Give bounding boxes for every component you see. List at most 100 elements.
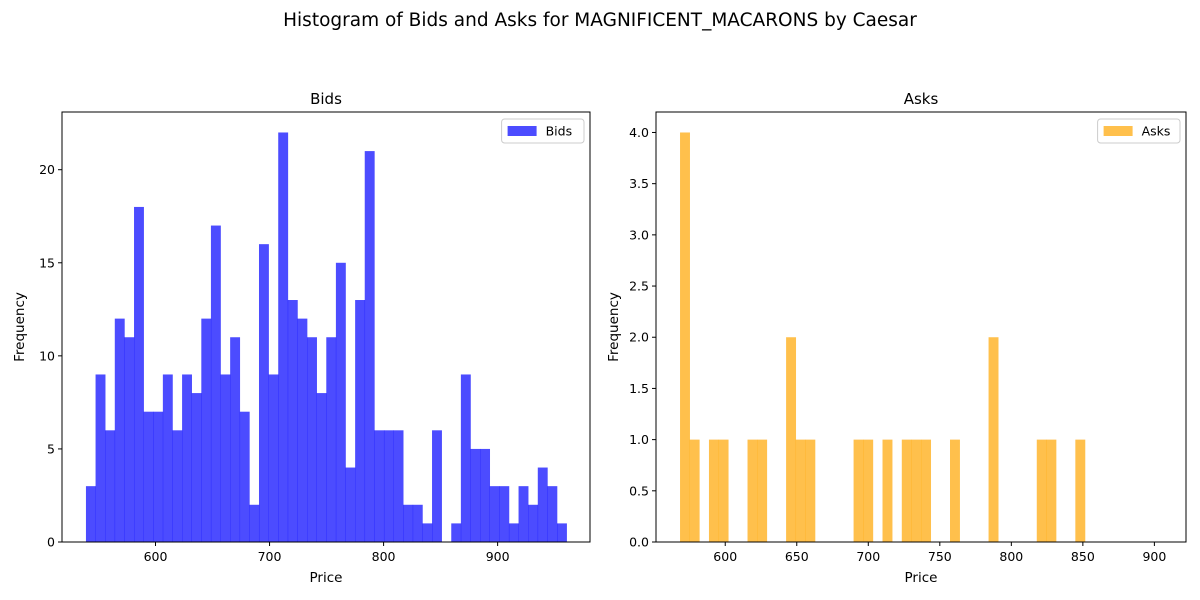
bids-bar [422,523,433,542]
asks-bar [708,439,719,542]
bids-bar [191,393,202,542]
asks-y-axis-label: Frequency [606,292,622,362]
bids-bar [345,467,356,542]
bids-bar [508,523,519,542]
asks-y-tick-label: 2.0 [629,330,649,345]
asks-x-tick-label: 850 [1071,549,1095,564]
asks-x-tick-label: 700 [856,549,880,564]
asks-x-tick-label: 900 [1142,549,1166,564]
asks-bar [921,439,932,542]
bids-bar [326,337,337,542]
bids-x-ticks: 600 700 800 900 [144,542,510,564]
bids-bar [335,262,346,542]
bids-histogram: 600 700 800 900 0 5 10 15 20 Bids Price Frequen… [12,90,591,586]
bids-bar [547,486,558,542]
asks-bar [901,439,912,542]
asks-x-tick-label: 600 [713,549,737,564]
asks-bar [786,337,797,542]
bids-bar [153,411,164,542]
bids-bar [278,132,289,543]
asks-bar [863,439,874,542]
bids-bar [162,374,173,542]
asks-y-ticks: 0.0 0.5 1.0 1.5 2.0 2.5 3.0 3.5 4.0 [629,125,656,550]
bids-bar [307,337,317,542]
bids-y-tick-label: 0 [47,535,55,550]
asks-bar [988,337,999,542]
bids-bar [249,504,260,542]
asks-bar [950,439,960,542]
bids-title: Bids [310,90,342,108]
bids-bar [210,225,221,543]
asks-bar [1046,439,1057,542]
asks-y-tick-label: 0.5 [629,483,649,498]
asks-y-tick-label: 3.0 [629,227,649,242]
asks-x-tick-label: 800 [999,549,1023,564]
bids-bar [297,318,308,542]
bids-y-axis-label: Frequency [12,292,28,362]
bids-bar [230,337,241,542]
bids-bar [393,430,404,542]
asks-y-tick-label: 3.5 [629,176,649,191]
bids-bar [355,300,366,542]
bids-bar [499,486,510,542]
bids-bar [258,244,269,542]
figure-title: Histogram of Bids and Asks for MAGNIFICE… [283,10,917,31]
bids-bar [143,411,154,542]
asks-bar [747,439,758,542]
bids-bar [412,504,423,542]
asks-y-tick-label: 1.0 [629,432,649,447]
bids-bar [383,430,394,542]
bids-bar [432,430,442,542]
bids-y-ticks: 0 5 10 15 20 [39,162,62,550]
bids-y-tick-label: 20 [39,162,55,177]
bids-x-tick-label: 900 [486,549,510,564]
bids-bar [172,430,183,542]
bids-bar [201,318,212,542]
bids-bar [105,430,116,542]
asks-x-tick-label: 750 [928,549,952,564]
bids-bar [480,448,491,542]
bids-legend-label: Bids [546,124,573,139]
asks-histogram: 600 650 700 750 800 850 900 0.0 0.5 1.0 1.5 2.0 2.5… [606,90,1187,586]
bids-bar [518,486,529,542]
bids-bar [470,448,481,542]
asks-bar [882,439,893,542]
asks-legend-box [1097,118,1181,144]
asks-x-axis-label: Price [905,570,938,586]
asks-legend-swatch [1103,126,1133,136]
bids-bar [451,523,462,542]
asks-y-tick-label: 4.0 [629,125,649,140]
bids-bar [460,374,471,542]
bids-y-tick-label: 15 [39,255,55,270]
asks-bars [680,132,1086,543]
bids-bar [364,151,375,542]
bids-bar [403,504,414,542]
bids-bar [85,486,96,542]
asks-bar [1036,439,1047,542]
bids-bar [316,393,327,542]
asks-bar [718,439,729,542]
bids-bar [489,486,500,542]
bids-bar [220,374,231,542]
asks-bar [1075,439,1086,542]
bids-bar [124,337,135,542]
bids-bar [557,523,567,542]
bids-y-tick-label: 5 [47,441,55,456]
bids-x-tick-label: 700 [258,549,282,564]
asks-bar [795,439,806,542]
bids-legend-box [501,118,585,144]
asks-y-tick-label: 0.0 [629,535,649,550]
bids-x-tick-label: 800 [372,549,396,564]
asks-legend-label: Asks [1142,124,1171,139]
bids-legend-swatch [507,126,537,136]
asks-x-tick-label: 650 [785,549,809,564]
bids-bar [268,374,279,542]
bids-x-axis-label: Price [310,570,343,586]
bids-bar [239,411,250,542]
asks-bar [911,439,922,542]
bids-x-tick-label: 600 [144,549,168,564]
asks-bar [689,439,700,542]
bids-bar [537,467,548,542]
asks-axes-frame [655,111,1187,543]
